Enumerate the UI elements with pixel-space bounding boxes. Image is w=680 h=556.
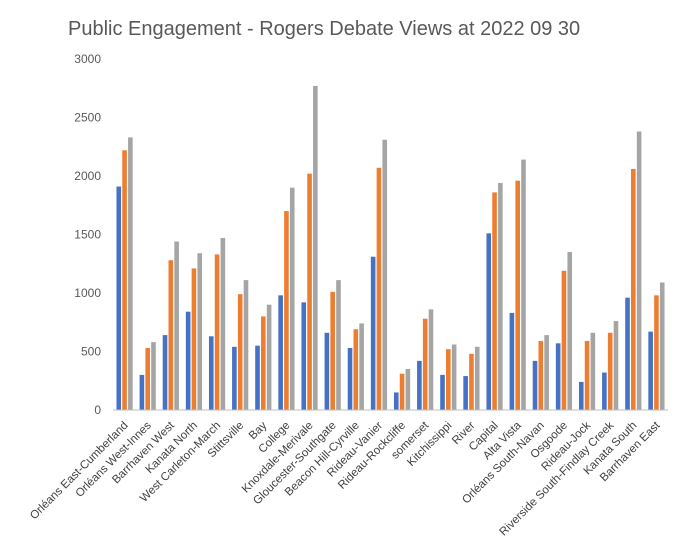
bar-series-1 [509, 312, 515, 410]
bar-series-3 [590, 332, 596, 410]
bar-series-2 [284, 211, 289, 410]
bar-series-3 [567, 252, 573, 410]
bar-series-2 [654, 295, 659, 410]
bar-series-2 [607, 332, 613, 410]
bar-series-3 [613, 321, 619, 410]
bar-series-2 [168, 260, 174, 410]
bar-series-1 [255, 345, 260, 410]
bar-series-1 [417, 360, 422, 410]
bar-series-3 [289, 187, 295, 410]
chart-title: Public Engagement - Rogers Debate Views … [68, 18, 581, 40]
bar-series-1 [185, 311, 191, 410]
bar-series-3 [428, 309, 434, 410]
bar-series-1 [625, 297, 630, 410]
bar-series-2 [191, 268, 197, 410]
bar-series-1 [463, 376, 468, 410]
bar-series-1 [555, 343, 561, 410]
bar-series-2 [145, 347, 150, 410]
bar-series-1 [532, 360, 538, 410]
bar-series-3 [359, 323, 364, 410]
bar-series-2 [515, 180, 520, 410]
bar-series-2 [214, 254, 220, 410]
bar-series-1 [139, 374, 145, 410]
bar-series-1 [602, 372, 607, 410]
bar-series-1 [370, 256, 376, 410]
bar-series-2 [399, 373, 405, 410]
bar-series-3 [174, 241, 179, 410]
bar-series-3 [128, 137, 133, 410]
bar-series-1 [486, 233, 492, 410]
bar-series-1 [393, 392, 399, 410]
bar-series-1 [278, 295, 283, 410]
y-tick-label: 0 [94, 403, 101, 417]
bar-series-1 [347, 347, 353, 410]
bar-series-1 [116, 186, 122, 410]
bar-series-3 [451, 344, 457, 410]
bar-series-3 [474, 346, 480, 410]
bar-series-1 [208, 336, 214, 410]
bar-series-3 [266, 304, 272, 410]
bar-series-2 [307, 173, 312, 410]
bar-series-3 [544, 335, 549, 410]
bar-series-1 [578, 381, 584, 410]
bar-series-3 [521, 159, 526, 410]
bars [116, 85, 665, 411]
bar-series-3 [498, 183, 503, 410]
bar-series-3 [243, 280, 249, 410]
y-axis: 0 500 1000 1500 2000 2500 3000 [74, 52, 101, 417]
y-tick-label: 3000 [74, 52, 101, 66]
bar-series-3 [382, 139, 388, 411]
bar-series-3 [336, 280, 341, 410]
bar-series-2 [122, 150, 127, 410]
y-tick-label: 500 [81, 345, 101, 359]
bar-series-2 [492, 192, 497, 410]
bar-series-1 [324, 332, 330, 410]
bar-series-2 [538, 340, 544, 410]
bar-series-1 [162, 335, 168, 410]
x-category-label: Orléans East-Cumberland [28, 420, 130, 522]
bar-series-2 [561, 270, 567, 410]
bar-series-2 [376, 167, 382, 410]
y-tick-label: 1500 [74, 228, 101, 242]
bar-series-2 [330, 291, 335, 410]
bar-series-3 [659, 282, 665, 410]
bar-series-3 [151, 342, 156, 410]
bar-series-3 [220, 238, 226, 410]
bar-series-2 [261, 316, 266, 410]
bar-series-2 [584, 340, 590, 410]
y-tick-label: 2000 [74, 169, 101, 183]
y-tick-label: 2500 [74, 111, 101, 125]
bar-series-2 [631, 168, 636, 410]
bar-series-3 [197, 253, 203, 410]
bar-series-3 [405, 369, 411, 410]
bar-series-3 [636, 131, 642, 411]
bar-series-2 [237, 294, 243, 410]
bar-series-1 [648, 331, 653, 410]
bar-series-2 [469, 353, 474, 410]
bar-series-1 [440, 374, 445, 410]
bar-series-2 [353, 329, 359, 410]
bar-series-2 [446, 349, 451, 410]
bar-series-2 [422, 318, 428, 410]
bar-series-3 [313, 85, 318, 410]
y-tick-label: 1000 [74, 286, 101, 300]
bar-series-1 [232, 346, 237, 410]
bar-series-1 [301, 302, 307, 410]
